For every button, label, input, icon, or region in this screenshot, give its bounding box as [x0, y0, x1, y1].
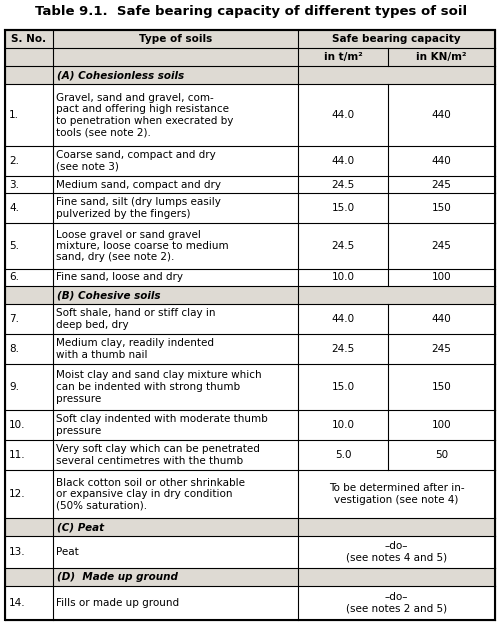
Text: (see notes 2 and 5): (see notes 2 and 5) — [346, 604, 447, 614]
Text: 13.: 13. — [9, 547, 26, 557]
Text: S. No.: S. No. — [12, 34, 47, 44]
Text: 10.: 10. — [9, 420, 26, 430]
Text: Soft shale, hand or stiff clay in: Soft shale, hand or stiff clay in — [56, 308, 215, 318]
Text: (C) Peat: (C) Peat — [57, 522, 104, 532]
Text: 245: 245 — [432, 241, 451, 251]
Bar — [5, 568, 495, 586]
Text: Black cotton soil or other shrinkable: Black cotton soil or other shrinkable — [56, 478, 245, 487]
Text: pact and offering high resistance: pact and offering high resistance — [56, 104, 229, 114]
Text: can be indented with strong thumb: can be indented with strong thumb — [56, 382, 240, 392]
Text: in KN/m²: in KN/m² — [416, 52, 467, 62]
Bar — [5, 30, 495, 48]
Text: 3.: 3. — [9, 179, 19, 190]
Text: to penetration when execrated by: to penetration when execrated by — [56, 116, 233, 126]
Text: (B) Cohesive soils: (B) Cohesive soils — [57, 290, 160, 300]
Text: Medium sand, compact and dry: Medium sand, compact and dry — [56, 179, 221, 190]
Text: 6.: 6. — [9, 273, 19, 282]
Text: pulverized by the fingers): pulverized by the fingers) — [56, 209, 191, 219]
Text: (see notes 4 and 5): (see notes 4 and 5) — [346, 553, 447, 563]
Text: 14.: 14. — [9, 598, 26, 608]
Text: 5.0: 5.0 — [335, 450, 351, 460]
Bar — [5, 48, 495, 66]
Bar — [5, 66, 495, 84]
Text: 10.0: 10.0 — [331, 273, 355, 282]
Text: 100: 100 — [432, 273, 451, 282]
Text: Soft clay indented with moderate thumb: Soft clay indented with moderate thumb — [56, 414, 268, 424]
Text: –do–: –do– — [385, 592, 408, 602]
Text: sand, dry (see note 2).: sand, dry (see note 2). — [56, 253, 175, 262]
Text: Coarse sand, compact and dry: Coarse sand, compact and dry — [56, 150, 216, 160]
Text: 12.: 12. — [9, 489, 26, 499]
Text: 44.0: 44.0 — [331, 314, 355, 324]
Text: (D)  Made up ground: (D) Made up ground — [57, 572, 178, 582]
Text: 440: 440 — [432, 110, 451, 120]
Text: –do–: –do– — [385, 541, 408, 551]
Text: Peat: Peat — [56, 547, 79, 557]
Text: 150: 150 — [432, 382, 451, 392]
Text: Safe bearing capacity: Safe bearing capacity — [332, 34, 461, 44]
Text: Gravel, sand and gravel, com-: Gravel, sand and gravel, com- — [56, 93, 214, 103]
Text: 15.0: 15.0 — [331, 382, 355, 392]
Text: 15.0: 15.0 — [331, 203, 355, 213]
Text: 4.: 4. — [9, 203, 19, 213]
Text: 245: 245 — [432, 344, 451, 354]
Text: 10.0: 10.0 — [331, 420, 355, 430]
Text: or expansive clay in dry condition: or expansive clay in dry condition — [56, 489, 232, 499]
Text: 1.: 1. — [9, 110, 19, 120]
Text: 24.5: 24.5 — [331, 179, 355, 190]
Text: Fine sand, loose and dry: Fine sand, loose and dry — [56, 273, 183, 282]
Text: with a thumb nail: with a thumb nail — [56, 350, 147, 359]
Bar — [5, 286, 495, 304]
Text: Fine sand, silt (dry lumps easily: Fine sand, silt (dry lumps easily — [56, 197, 221, 207]
Text: 440: 440 — [432, 314, 451, 324]
Text: (see note 3): (see note 3) — [56, 162, 119, 172]
Text: Type of soils: Type of soils — [139, 34, 212, 44]
Text: Loose gravel or sand gravel: Loose gravel or sand gravel — [56, 230, 201, 239]
Text: 100: 100 — [432, 420, 451, 430]
Text: To be determined after in-: To be determined after in- — [328, 484, 464, 493]
Text: 7.: 7. — [9, 314, 19, 324]
Text: vestigation (see note 4): vestigation (see note 4) — [334, 494, 459, 505]
Text: Medium clay, readily indented: Medium clay, readily indented — [56, 338, 214, 349]
Text: deep bed, dry: deep bed, dry — [56, 320, 129, 330]
Text: 44.0: 44.0 — [331, 110, 355, 120]
Text: several centimetres with the thumb: several centimetres with the thumb — [56, 456, 243, 466]
Text: 5.: 5. — [9, 241, 19, 251]
Text: pressure: pressure — [56, 426, 101, 436]
Text: 24.5: 24.5 — [331, 241, 355, 251]
Text: pressure: pressure — [56, 394, 101, 404]
Text: Table 9.1.  Safe bearing capacity of different types of soil: Table 9.1. Safe bearing capacity of diff… — [35, 6, 468, 19]
Text: (50% saturation).: (50% saturation). — [56, 500, 147, 511]
Text: (A) Cohesionless soils: (A) Cohesionless soils — [57, 70, 184, 80]
Text: 9.: 9. — [9, 382, 19, 392]
Text: 11.: 11. — [9, 450, 26, 460]
Text: 44.0: 44.0 — [331, 156, 355, 166]
Text: Fills or made up ground: Fills or made up ground — [56, 598, 179, 608]
Text: Very soft clay which can be penetrated: Very soft clay which can be penetrated — [56, 444, 260, 454]
Text: tools (see note 2).: tools (see note 2). — [56, 127, 151, 137]
Bar — [5, 518, 495, 536]
Text: 8.: 8. — [9, 344, 19, 354]
Text: mixture, loose coarse to medium: mixture, loose coarse to medium — [56, 241, 229, 251]
Text: Moist clay and sand clay mixture which: Moist clay and sand clay mixture which — [56, 370, 262, 381]
Text: 245: 245 — [432, 179, 451, 190]
Text: 150: 150 — [432, 203, 451, 213]
Text: in t/m²: in t/m² — [323, 52, 362, 62]
Text: 50: 50 — [435, 450, 448, 460]
Text: 24.5: 24.5 — [331, 344, 355, 354]
Text: 2.: 2. — [9, 156, 19, 166]
Text: 440: 440 — [432, 156, 451, 166]
